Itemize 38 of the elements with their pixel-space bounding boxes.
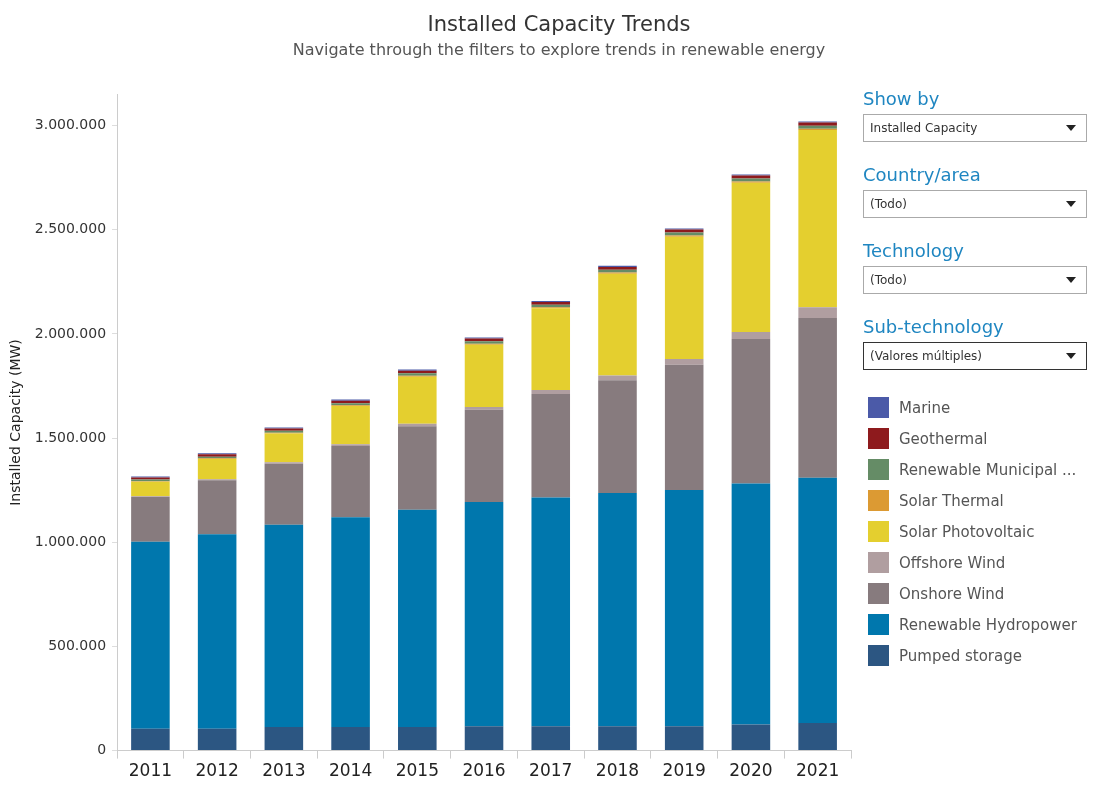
legend-label: Pumped storage [899,646,1022,665]
x-tick-label: 2011 [128,760,173,781]
legend-label: Marine [899,398,951,417]
x-tick-label: 2016 [462,760,506,781]
x-tick-label: 2021 [796,760,840,781]
dropdown: (Todo) [863,266,1087,294]
y-tick-label: 3.000.000 [34,116,107,133]
x-tick-label: 2019 [662,760,706,781]
y-tick-label: 1.000.000 [34,532,107,549]
x-tick-label: 2020 [729,760,773,781]
y-axis-title: Installed Capacity (MW) [7,339,24,506]
legend-label: Renewable Municipal ... [899,460,1077,479]
dropdown: (Todo) [863,190,1087,218]
text: Technology [863,240,965,263]
chart-subtitle: Navigate through the filters to explore trends in renewable energy [291,40,827,59]
chart-title: Installed Capacity Trends [426,12,692,36]
x-tick-label: 2013 [262,760,306,781]
x-tick-label: 2012 [195,760,239,781]
y-tick-label: 2.000.000 [34,324,107,341]
x-tick-label: 2018 [595,760,640,781]
text: Show by [863,88,941,111]
legend-label: Offshore Wind [899,553,1006,572]
legend-label: Solar Thermal [899,491,1004,510]
y-tick-label: 2.500.000 [34,220,107,237]
dropdown: Installed Capacity [863,114,1087,142]
legend-label: Geothermal [899,429,988,448]
x-tick-label: 2014 [328,760,373,781]
text: Country/area [863,164,982,187]
text: Sub-technology [863,316,1005,339]
dropdown: (Valores múltiples) [863,342,1087,370]
legend-label: Onshore Wind [899,584,1005,603]
legend-label: Renewable Hydropower [899,615,1077,634]
y-tick-label: 1.500.000 [34,428,107,445]
y-tick-label: 500.000 [48,637,107,654]
x-tick-label: 2017 [529,760,573,781]
x-tick-label: 2015 [395,760,439,781]
legend-label: Solar Photovoltaic [899,522,1035,541]
y-tick-label: 0 [97,741,107,758]
